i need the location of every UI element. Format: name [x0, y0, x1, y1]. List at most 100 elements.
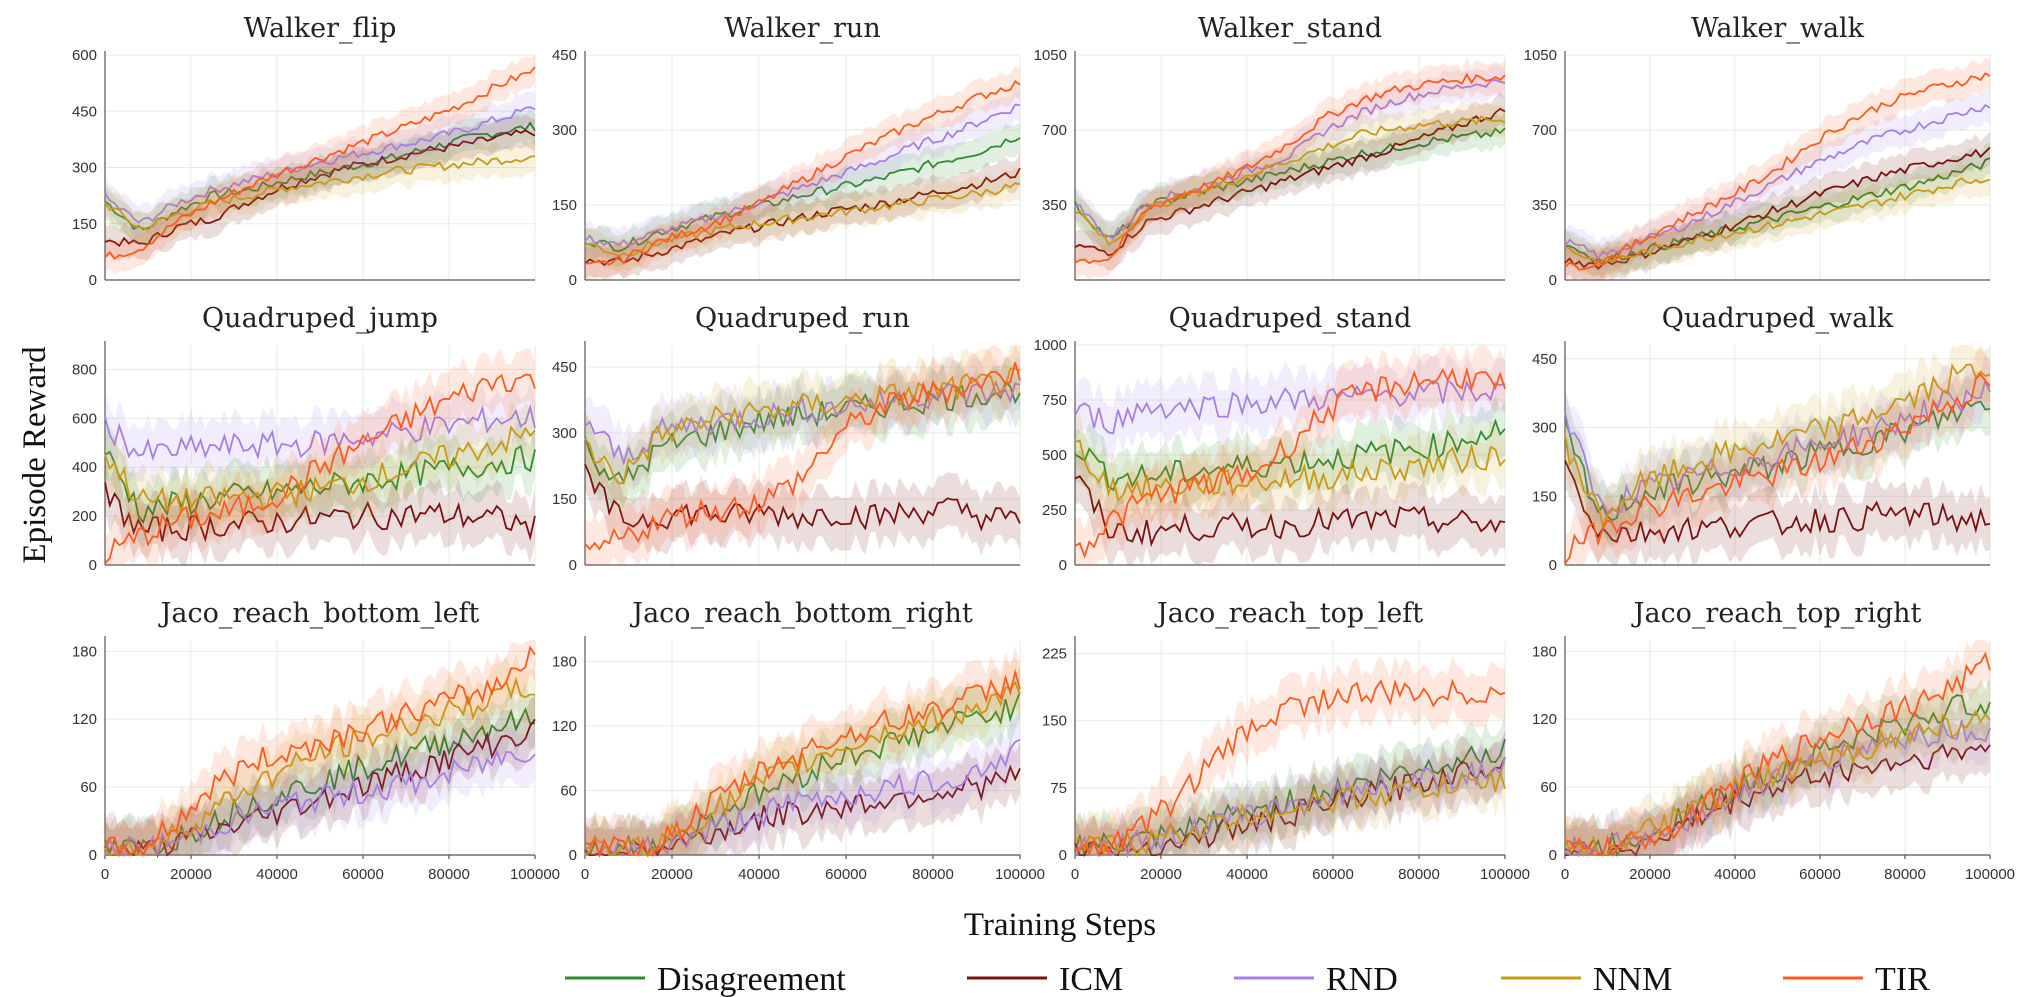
subplot-title: Quadruped_walk [1662, 303, 1894, 334]
confidence-band-rnd [105, 380, 535, 485]
legend-item-icm: ICM [967, 961, 1123, 997]
series-line-rnd [1564, 104, 1991, 261]
y-tick-label: 1000 [1034, 337, 1067, 354]
series-line-nnm [584, 680, 1021, 856]
y-tick-label: 450 [552, 359, 577, 376]
y-tick-label: 700 [1042, 122, 1067, 139]
series-line-nnm [104, 425, 536, 514]
subplot-jaco-reach-bottom-right: Jaco_reach_bottom_right 0 60 120 180 0 20000 40… [552, 598, 1045, 883]
confidence-band-rnd [585, 355, 1020, 490]
x-tick-label: 20000 [1629, 866, 1671, 883]
y-tick-label: 600 [72, 410, 97, 427]
x-tick-label: 40000 [256, 866, 298, 883]
y-tick-label: 0 [569, 557, 577, 574]
x-axis-label: Training Steps [964, 907, 1156, 943]
x-tick-label: 60000 [1799, 866, 1841, 883]
series-line-rnd [584, 103, 1021, 247]
y-tick-label: 0 [1549, 272, 1557, 289]
y-tick-label: 300 [552, 425, 577, 442]
legend: Disagreement ICM RND NNM TIR [565, 961, 1930, 997]
series-line-nnm [1564, 362, 1991, 529]
y-tick-label: 1050 [1524, 47, 1557, 64]
confidence-band-nnm [1075, 100, 1505, 261]
y-tick-label: 0 [1549, 557, 1557, 574]
confidence-band-tir [585, 345, 1020, 565]
subplot-quadruped-stand: Quadruped_stand 0 250 500 750 1000 [1034, 303, 1506, 574]
series-line-nnm [1074, 439, 1506, 502]
x-tick-label: 80000 [428, 866, 470, 883]
confidence-band-icm [1565, 131, 1990, 280]
series-line-icm [584, 167, 1021, 267]
confidence-band-icm [585, 437, 1020, 556]
y-tick-label: 75 [1050, 780, 1067, 797]
series-line-tir [584, 362, 1021, 551]
subplot-title: Walker_stand [1198, 13, 1382, 44]
series-line-rnd [1074, 756, 1506, 859]
series-line-rnd [1074, 78, 1506, 240]
series-line-tir [1564, 651, 1991, 858]
y-tick-label: 450 [72, 103, 97, 120]
y-tick-label: 0 [89, 557, 97, 574]
x-tick-label: 100000 [1480, 866, 1530, 883]
series-line-tir [584, 668, 1021, 858]
confidence-band-nnm [1075, 414, 1505, 527]
x-tick-label: 60000 [825, 866, 867, 883]
series-line-nnm [1074, 768, 1506, 857]
y-tick-label: 1050 [1034, 47, 1067, 64]
subplot-jaco-reach-top-right: Jaco_reach_top_right 0 60 120 180 0 20000 40000… [1532, 598, 2015, 883]
confidence-band-icm [1075, 93, 1505, 272]
confidence-band-rnd [585, 88, 1020, 262]
legend-item-disagreement: Disagreement [565, 961, 846, 997]
series-line-nnm [104, 155, 536, 231]
y-tick-label: 120 [1532, 711, 1557, 728]
y-tick-label: 200 [72, 508, 97, 525]
legend-item-rnd: RND [1234, 961, 1398, 997]
subplot-jaco-reach-bottom-left: Jaco_reach_bottom_left 0 60 120 180 0 20000 400… [72, 598, 560, 883]
y-tick-label: 0 [1549, 847, 1557, 864]
y-tick-label: 600 [72, 47, 97, 64]
series-line-rnd [104, 106, 536, 224]
y-tick-label: 150 [552, 491, 577, 508]
confidence-band-rnd [1075, 64, 1505, 255]
y-tick-label: 250 [1042, 502, 1067, 519]
y-tick-label: 800 [72, 361, 97, 378]
x-tick-label: 80000 [1398, 866, 1440, 883]
confidence-band-tir [1565, 348, 1990, 565]
subplot-grid: Walker_flip0150300450600Walker_run015030… [72, 13, 2015, 883]
subplot-title: Quadruped_jump [202, 303, 438, 334]
confidence-band-rnd [105, 726, 535, 855]
x-tick-label: 100000 [1965, 866, 2015, 883]
subplot-title: Quadruped_run [695, 303, 910, 334]
x-tick-label: 60000 [1312, 866, 1354, 883]
y-axis-label: Episode Reward [17, 346, 53, 564]
x-tick-label: 0 [1561, 866, 1569, 883]
series-line-icm [1074, 475, 1506, 548]
y-tick-label: 0 [569, 272, 577, 289]
subplot-walker-stand: Walker_stand 350 700 1050 [1034, 13, 1506, 281]
confidence-band-icm [105, 693, 535, 855]
series-line-tir [1564, 373, 1991, 564]
legend-label: RND [1326, 961, 1398, 997]
series-line-icm [1565, 743, 1991, 857]
confidence-band-tir [1075, 345, 1505, 565]
confidence-band-disagreement [1075, 394, 1505, 517]
series-line-nnm [584, 182, 1021, 258]
confidence-band-nnm [105, 654, 535, 855]
confidence-band-rnd [1075, 731, 1505, 855]
series-line-nnm [584, 367, 1021, 485]
confidence-band-nnm [585, 167, 1020, 273]
series-line-icm [104, 482, 536, 543]
y-tick-label: 450 [1532, 351, 1557, 368]
confidence-band-nnm [585, 345, 1020, 510]
x-tick-label: 100000 [510, 866, 560, 883]
confidence-band-disagreement [105, 420, 535, 549]
y-tick-label: 0 [89, 272, 97, 289]
subplot-walker-walk: Walker_walk 0 350 700 1050 [1524, 13, 1991, 289]
y-tick-label: 180 [552, 654, 577, 671]
confidence-band-tir [105, 640, 535, 855]
series-line-tir [104, 645, 536, 858]
confidence-band-icm [585, 741, 1020, 855]
x-tick-label: 0 [101, 866, 109, 883]
y-tick-label: 150 [1042, 713, 1067, 730]
confidence-band-disagreement [1075, 112, 1505, 253]
